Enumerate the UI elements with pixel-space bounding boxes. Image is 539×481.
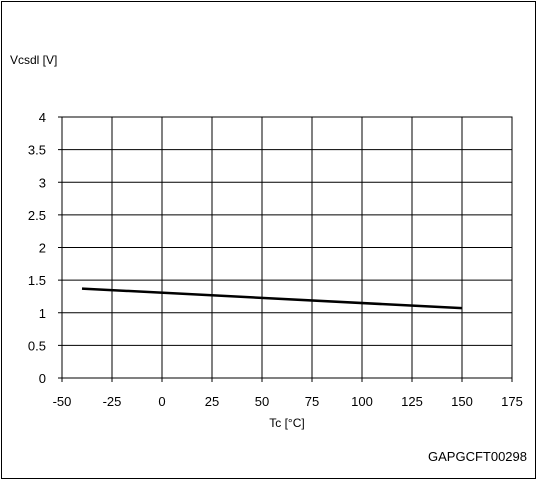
x-tick-label: 25 (205, 394, 219, 409)
y-tick-label: 1.5 (28, 273, 46, 288)
grid (61, 116, 513, 379)
y-tick-label: 2.5 (28, 208, 46, 223)
y-tick-label: 0.5 (28, 338, 46, 353)
y-tick-label: 1 (39, 306, 46, 321)
x-tick-label: -25 (103, 394, 122, 409)
y-tick-label: 3.5 (28, 143, 46, 158)
x-tick-label: 150 (451, 394, 473, 409)
x-tick-label: 50 (255, 394, 269, 409)
y-tick-label: 2 (39, 241, 46, 256)
x-tick-label: 125 (401, 394, 423, 409)
y-axis-ticks: 0 0.5 1 1.5 2 2.5 3 3.5 4 (28, 110, 62, 386)
figure-code: GAPGCFT00298 (428, 449, 527, 464)
y-tick-label: 3 (39, 175, 46, 190)
y-tick-label: 0 (39, 371, 46, 386)
y-axis-label: Vcsdl [V] (10, 53, 57, 67)
x-tick-label: 75 (305, 394, 319, 409)
x-axis-label: Tc [°C] (269, 416, 304, 430)
x-tick-label: 175 (501, 394, 523, 409)
x-tick-label: 100 (351, 394, 373, 409)
series-group (81, 287, 463, 310)
x-tick-label: -50 (53, 394, 72, 409)
y-tick-label: 4 (39, 110, 46, 125)
x-tick-label: 0 (158, 394, 165, 409)
series-line (81, 287, 463, 310)
x-axis-ticks: -50 -25 0 25 50 75 100 125 150 175 (53, 378, 523, 409)
